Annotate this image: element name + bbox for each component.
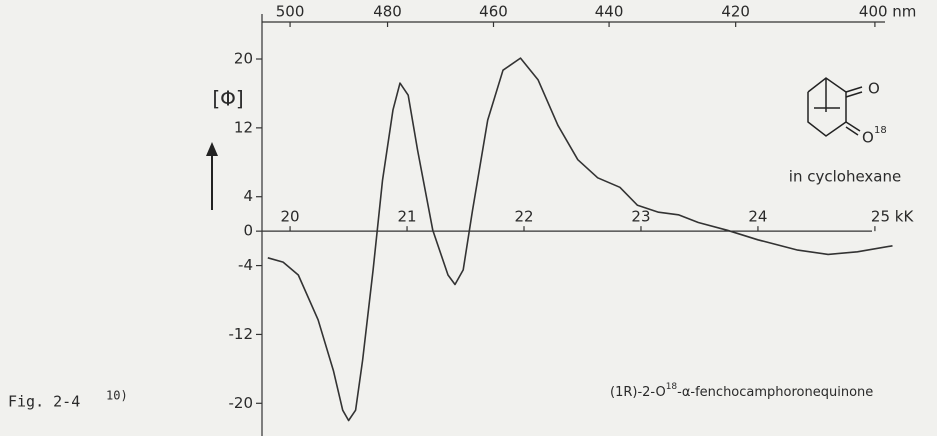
y-tick-label: 4 xyxy=(243,187,253,205)
x-tick-label: 24 xyxy=(748,208,767,226)
y-tick-label: 0 xyxy=(243,222,253,240)
x2-tick-label: 400 nm xyxy=(859,3,917,21)
y-tick-label: 12 xyxy=(234,118,253,136)
figure-ref: 10) xyxy=(106,389,128,403)
figure-label: Fig. 2-4 xyxy=(8,393,80,411)
oxygen-label: O xyxy=(868,80,880,98)
arrow-head xyxy=(206,142,218,156)
isotope-label: 18 xyxy=(874,125,887,136)
x2-tick-label: 440 xyxy=(595,3,624,21)
structure xyxy=(807,77,863,137)
compound-prefix: (1R)-2-O xyxy=(610,385,666,400)
x-tick-label: 23 xyxy=(631,208,650,226)
cd-curve xyxy=(267,57,893,422)
y-tick-label: 20 xyxy=(234,50,253,68)
y-tick-label: -20 xyxy=(229,394,254,412)
oxygen-label: O xyxy=(862,129,874,147)
y-axis-label: [Φ] xyxy=(212,87,243,111)
x-tick-label: 21 xyxy=(397,208,416,226)
x-tick-label: 22 xyxy=(514,208,533,226)
annotation: in cyclohexane xyxy=(789,168,901,186)
compound-label: (1R)-2-O18-α-fenchocamphoronequinone xyxy=(610,382,873,400)
compound-suffix: -α-fenchocamphoronequinone xyxy=(677,385,873,400)
x-tick-label: 25 kK xyxy=(871,208,915,226)
y-tick-label: -12 xyxy=(229,325,254,343)
y-tick-label: -4 xyxy=(238,256,253,274)
x2-tick-label: 420 xyxy=(721,3,750,21)
compound-sup: 18 xyxy=(666,382,678,392)
x-tick-label: 20 xyxy=(281,208,300,226)
x2-tick-label: 480 xyxy=(373,3,402,21)
x2-tick-label: 460 xyxy=(479,3,508,21)
x2-tick-label: 500 xyxy=(276,3,305,21)
